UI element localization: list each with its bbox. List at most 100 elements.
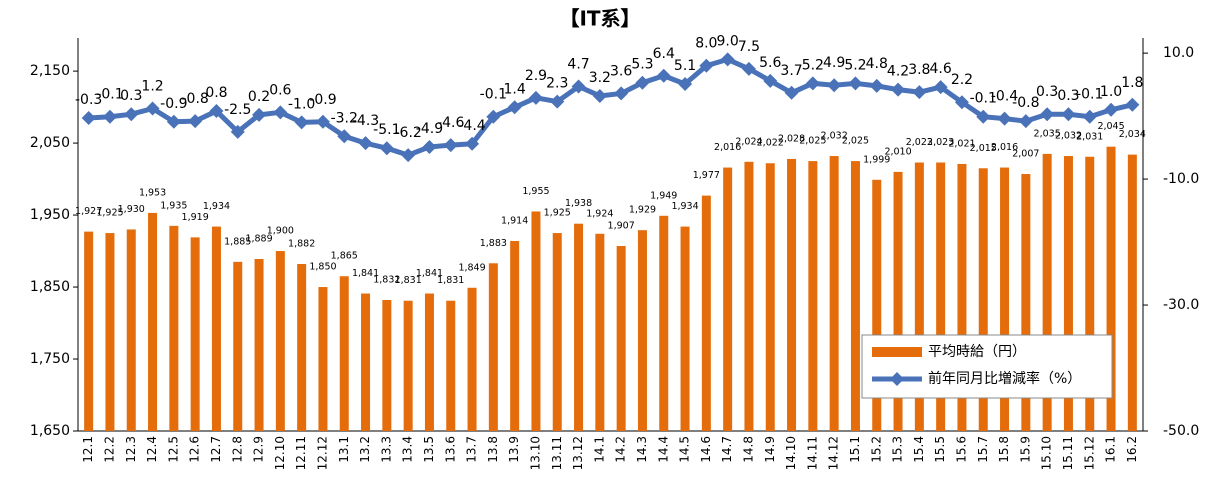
x-tick-label: 13.7 [465, 436, 479, 463]
x-tick-label: 15.1 [848, 436, 862, 463]
line-value-label: 3.8 [908, 62, 930, 78]
line-value-label: -0.8 [1012, 95, 1039, 111]
bar [552, 233, 562, 431]
bar [723, 167, 733, 432]
line-value-label: 8.0 [695, 36, 717, 52]
bar [978, 168, 988, 431]
line-marker [188, 114, 203, 129]
line-marker [784, 85, 799, 100]
line-value-label: -0.4 [991, 89, 1018, 105]
y2-tick-label: -30.0 [1163, 297, 1199, 313]
line-marker [379, 141, 394, 156]
line-value-label: -0.9 [160, 96, 187, 112]
line-value-label: -0.9 [309, 92, 336, 108]
bar [1063, 156, 1073, 432]
bar-value-label: 1,925 [96, 208, 123, 219]
x-tick-label: 15.5 [933, 436, 947, 463]
x-tick-label: 12.2 [102, 436, 116, 463]
line-value-label: 2.9 [525, 68, 547, 84]
line-marker [954, 95, 969, 110]
bar-value-label: 2,032 [1055, 131, 1082, 142]
line-value-label: 0.3 [120, 88, 142, 104]
x-tick-label: 15.12 [1082, 436, 1096, 470]
x-tick-label: 13.8 [486, 436, 500, 463]
bar-value-label: 1,889 [245, 233, 272, 244]
line-value-label: -0.3 [75, 92, 102, 108]
bar-value-label: 1,929 [629, 205, 656, 216]
line-value-label: -4.6 [437, 115, 464, 131]
line-marker [315, 114, 330, 129]
bar [1021, 174, 1031, 432]
line-value-label: -4.3 [352, 113, 379, 129]
line-marker [507, 100, 522, 115]
line-value-label: 3.6 [610, 63, 632, 79]
line-value-label: 2.3 [546, 76, 568, 92]
bar [510, 240, 520, 431]
line-value-label: -0.1 [1076, 87, 1103, 103]
line-marker [1061, 107, 1076, 122]
bar-value-label: 2,021 [948, 138, 975, 149]
line-value-label: 0.3 [1036, 84, 1058, 100]
x-tick-label: 13.3 [379, 436, 393, 463]
bar [488, 263, 498, 431]
line-value-label: 5.6 [759, 55, 781, 71]
bar [893, 171, 903, 431]
line-marker [166, 114, 181, 129]
x-tick-label: 12.6 [188, 436, 202, 463]
bar [957, 163, 967, 431]
bar-value-label: 1,865 [331, 251, 358, 262]
line-value-label: 2.2 [951, 72, 973, 88]
line-value-label: 4.9 [823, 55, 845, 71]
bar-value-label: 2,034 [1119, 129, 1146, 140]
x-tick-label: 14.6 [699, 436, 713, 463]
line-marker [763, 73, 778, 88]
x-tick-label: 16.2 [1125, 436, 1139, 463]
x-tick-label: 15.7 [976, 436, 990, 463]
bar [190, 237, 200, 431]
bar-value-label: 2,024 [735, 136, 762, 147]
bar-value-label: 2,032 [821, 131, 848, 142]
line-marker [571, 79, 586, 94]
bar-value-label: 1,938 [565, 198, 592, 209]
line-marker [230, 124, 245, 139]
line-marker [465, 136, 480, 151]
x-tick-label: 16.1 [1104, 436, 1118, 463]
bar-value-label: 1,831 [437, 275, 464, 286]
bar-value-label: 1,949 [650, 190, 677, 201]
line-marker [273, 105, 288, 120]
line-value-label: 4.2 [887, 64, 909, 80]
x-tick-label: 13.11 [550, 436, 564, 470]
x-tick-label: 13.2 [358, 436, 372, 463]
line-value-label: -6.2 [394, 125, 421, 141]
y2-tick-label: 10.0 [1163, 45, 1194, 61]
bar [1106, 146, 1116, 431]
bar-value-label: 2,010 [884, 146, 911, 157]
bar-value-label: 1,925 [544, 208, 571, 219]
line-value-label: 0.3 [1057, 88, 1079, 104]
y-tick-label: 1,950 [30, 207, 70, 223]
bar [339, 276, 349, 431]
x-tick-label: 15.6 [954, 436, 968, 463]
x-tick-label: 14.10 [784, 436, 798, 470]
x-tick-label: 12.11 [294, 436, 308, 470]
bar-value-label: 1,935 [160, 200, 187, 211]
x-tick-label: 15.11 [1061, 436, 1075, 470]
x-tick-label: 12.5 [166, 436, 180, 463]
line-value-label: -0.1 [970, 91, 997, 107]
bar [1085, 156, 1095, 431]
bar [595, 233, 605, 431]
bar-value-label: 1,955 [522, 186, 549, 197]
bar-value-label: 1,849 [458, 262, 485, 273]
x-tick-label: 15.2 [869, 436, 883, 463]
x-tick-label: 12.7 [209, 436, 223, 463]
line-marker [976, 109, 991, 124]
line-marker [741, 61, 756, 76]
bar [424, 293, 434, 431]
bar-value-label: 2,031 [1076, 131, 1103, 142]
x-tick-label: 15.3 [891, 436, 905, 463]
x-tick-label: 14.4 [656, 436, 670, 463]
line-marker [528, 90, 543, 105]
line-value-label: 0.2 [248, 89, 270, 105]
bar [574, 223, 584, 431]
x-tick-label: 12.1 [81, 436, 95, 463]
